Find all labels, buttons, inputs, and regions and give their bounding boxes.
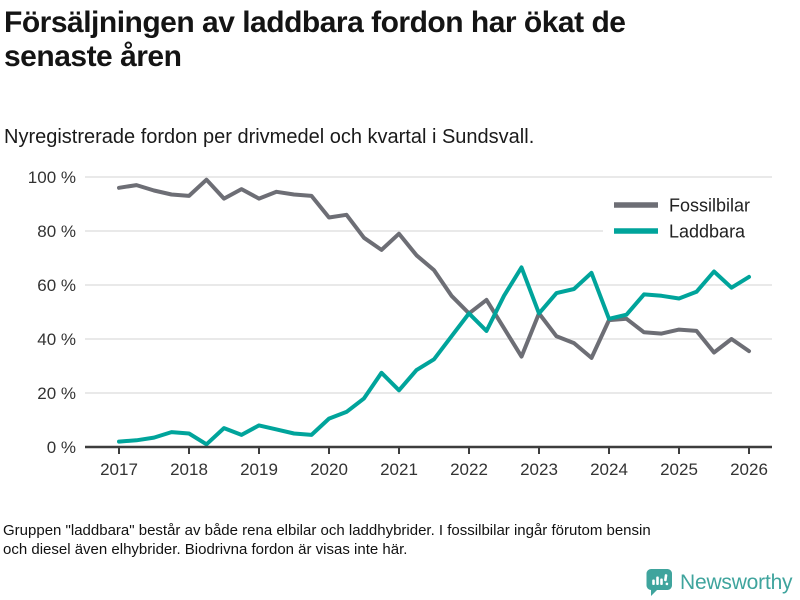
chart-subtitle: Nyregistrerade fordon per drivmedel och … — [4, 126, 535, 148]
x-tick-label: 2017 — [100, 460, 138, 479]
y-tick-label: 100 % — [28, 168, 76, 187]
chart-legend: Fossilbilar Laddbara — [603, 189, 789, 249]
chart-footnote: Gruppen "laddbara" består av både rena e… — [3, 522, 651, 558]
y-axis-labels: 0 % 20 % 40 % 60 % 80 % 100 % — [28, 168, 76, 457]
newsworthy-logo-icon — [646, 569, 672, 596]
x-tick-label: 2024 — [590, 460, 628, 479]
x-tick-label: 2022 — [450, 460, 488, 479]
bar-chart-glyph — [652, 574, 669, 586]
x-tick-label: 2018 — [170, 460, 208, 479]
legend-background — [603, 189, 789, 249]
newsworthy-logo: Newsworthy — [646, 568, 793, 597]
y-tick-label: 60 % — [37, 276, 76, 295]
page-title: Försäljningen av laddbara fordon har öka… — [4, 6, 626, 73]
speech-bubble-shape — [646, 569, 672, 596]
y-tick-label: 40 % — [37, 330, 76, 349]
newsworthy-logo-text: Newsworthy — [680, 570, 793, 594]
legend-label-laddbara: Laddbara — [669, 222, 746, 242]
y-tick-label: 0 % — [47, 438, 76, 457]
x-tick-label: 2023 — [520, 460, 558, 479]
x-tick-label: 2021 — [380, 460, 418, 479]
legend-label-fossilbilar: Fossilbilar — [669, 196, 750, 216]
x-tick-label: 2020 — [310, 460, 348, 479]
series-line-laddbara — [117, 265, 751, 447]
data-series — [117, 177, 751, 447]
x-tick-label: 2025 — [660, 460, 698, 479]
y-tick-label: 20 % — [37, 384, 76, 403]
y-tick-label: 80 % — [37, 222, 76, 241]
x-axis: 2017 2018 2019 2020 2021 2022 2023 2024 2025 2026 — [85, 445, 772, 479]
series-line-fossilbilar — [117, 177, 751, 360]
x-tick-label: 2019 — [240, 460, 278, 479]
x-tick-label: 2026 — [730, 460, 768, 479]
